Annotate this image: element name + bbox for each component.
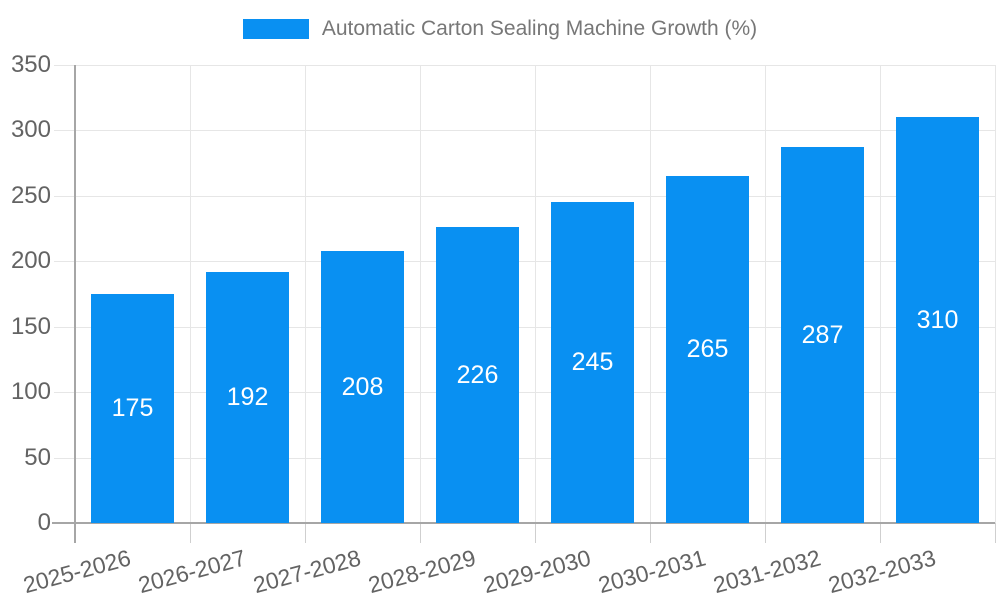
gridline-vertical	[535, 65, 536, 523]
bar-value-label: 245	[571, 348, 614, 376]
bar-value-label: 192	[226, 383, 269, 411]
y-axis-tick	[54, 327, 75, 328]
bar-value-label: 265	[686, 335, 729, 363]
y-axis-tick	[54, 261, 75, 262]
gridline-vertical	[995, 65, 996, 523]
x-axis-label: 2030-2031	[594, 544, 708, 599]
x-axis-tick	[535, 523, 536, 543]
y-axis-label: 50	[24, 444, 51, 471]
y-axis-label: 250	[10, 182, 51, 209]
y-axis-tick	[54, 196, 75, 197]
bar[interactable]: 287	[781, 147, 864, 523]
y-axis-label: 150	[10, 313, 51, 340]
x-axis-label: 2028-2029	[364, 544, 478, 599]
y-axis-label: 350	[10, 51, 51, 78]
x-axis-tick	[995, 523, 996, 543]
x-axis-label: 2032-2033	[824, 544, 938, 599]
bar[interactable]: 245	[551, 202, 634, 523]
gridline-vertical	[420, 65, 421, 523]
y-axis-label: 0	[37, 509, 51, 536]
bar-value-label: 226	[456, 360, 499, 389]
x-axis-tick	[420, 523, 421, 543]
x-axis-label: 2031-2032	[709, 544, 823, 599]
y-axis-label: 300	[10, 116, 51, 143]
legend[interactable]: Automatic Carton Sealing Machine Growth …	[0, 17, 1000, 41]
bar[interactable]: 208	[321, 251, 404, 523]
x-axis-label: 2027-2028	[249, 544, 363, 599]
bar[interactable]: 226	[436, 227, 519, 523]
y-axis-label: 100	[10, 378, 51, 405]
x-axis-tick	[765, 523, 766, 543]
x-axis-tick	[190, 523, 191, 543]
bar[interactable]: 175	[91, 294, 174, 523]
y-axis-tick	[54, 65, 75, 66]
gridline-vertical	[880, 65, 881, 523]
y-axis-label: 200	[10, 247, 51, 274]
y-axis-line	[74, 65, 76, 543]
bar-value-label: 287	[801, 320, 844, 349]
x-axis-line	[52, 522, 995, 524]
y-axis-tick	[54, 458, 75, 459]
x-axis-tick	[880, 523, 881, 543]
bar-value-label: 208	[341, 372, 384, 401]
legend-label: Automatic Carton Sealing Machine Growth …	[321, 17, 758, 40]
x-axis-label: 2026-2027	[134, 544, 248, 599]
bar-value-label: 310	[916, 305, 959, 334]
y-axis-tick	[54, 130, 75, 131]
gridline-vertical	[765, 65, 766, 523]
bar[interactable]: 310	[896, 117, 979, 523]
gridline-vertical	[305, 65, 306, 523]
x-axis-tick	[650, 523, 651, 543]
x-axis-label: 2025-2026	[19, 544, 133, 599]
bar[interactable]: 192	[206, 272, 289, 523]
y-axis-tick	[54, 392, 75, 393]
gridline-vertical	[650, 65, 651, 523]
bar[interactable]: 265	[666, 176, 749, 523]
x-axis-tick	[305, 523, 306, 543]
legend-swatch	[242, 19, 309, 39]
bar-value-label: 175	[111, 394, 154, 422]
gridline-vertical	[190, 65, 191, 523]
x-axis-label: 2029-2030	[479, 544, 593, 599]
